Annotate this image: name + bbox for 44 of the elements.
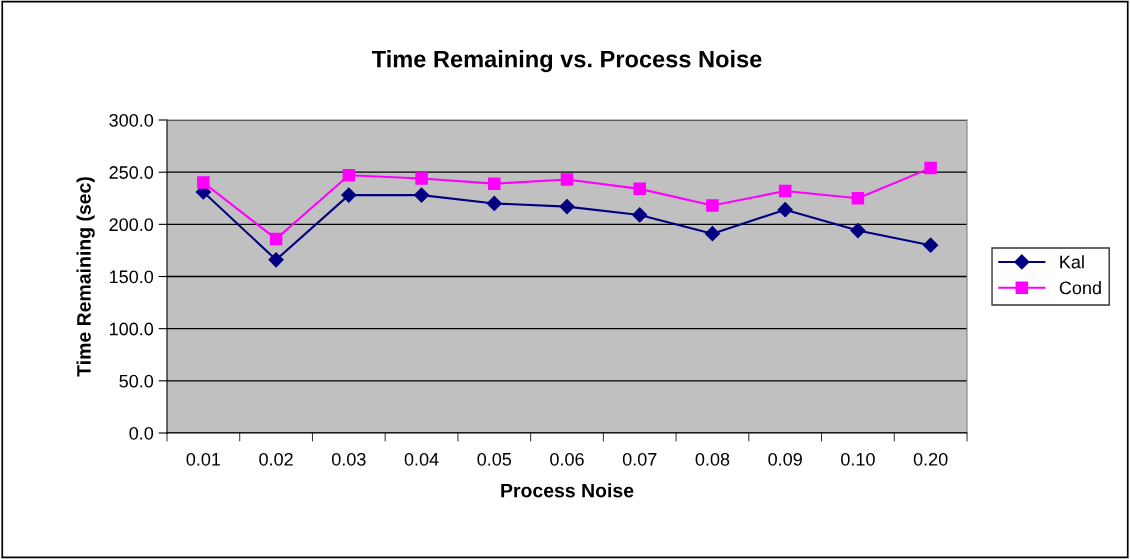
- y-tick-label: 0.0: [129, 426, 154, 440]
- y-tick-label: 100.0: [110, 322, 154, 336]
- x-axis-title: Process Noise: [501, 483, 634, 498]
- y-axis-title: Time Remaining (sec): [76, 177, 95, 377]
- point: [704, 226, 721, 242]
- point: [268, 252, 284, 268]
- x-tick-label: 0.02: [259, 452, 293, 466]
- x-tick-label: 0.03: [331, 452, 366, 466]
- point: [706, 199, 719, 212]
- point: [850, 223, 866, 239]
- y-tick-label: 200.0: [109, 218, 154, 232]
- point: [559, 199, 575, 215]
- x-tick-label: 0.01: [186, 452, 221, 466]
- point: [560, 173, 574, 186]
- point: [342, 169, 356, 182]
- y-tick-label: 250.0: [109, 166, 154, 179]
- x-tick-label: 0.20: [913, 452, 948, 466]
- point: [415, 172, 428, 185]
- chart-title: Time Remaining vs. Process Noise: [371, 50, 762, 73]
- legend-label: Kal: [1060, 255, 1084, 269]
- x-tick-label: 0.07: [622, 452, 657, 466]
- point: [632, 207, 648, 223]
- x-tick-label: 0.05: [477, 452, 512, 466]
- point: [777, 202, 793, 218]
- x-tick-label: 0.10: [841, 452, 875, 466]
- point: [413, 187, 430, 203]
- point: [269, 232, 283, 246]
- point: [923, 237, 939, 253]
- x-tick-label: 0.04: [404, 452, 439, 466]
- y-tick-label: 300.0: [109, 113, 154, 127]
- y-tick-label: 50.0: [119, 374, 154, 388]
- point: [633, 182, 646, 196]
- point: [488, 177, 501, 190]
- y-tick-label: 150.0: [110, 270, 154, 284]
- point: [341, 187, 357, 203]
- x-tick-label: 0.09: [768, 452, 802, 466]
- point: [924, 161, 937, 175]
- x-tick-label: 0.08: [695, 452, 730, 466]
- legend-label: Cond: [1059, 281, 1101, 295]
- point: [197, 176, 210, 189]
- point: [778, 184, 792, 198]
- point: [851, 191, 865, 205]
- x-tick-label: 0.06: [550, 452, 584, 466]
- point: [486, 195, 502, 212]
